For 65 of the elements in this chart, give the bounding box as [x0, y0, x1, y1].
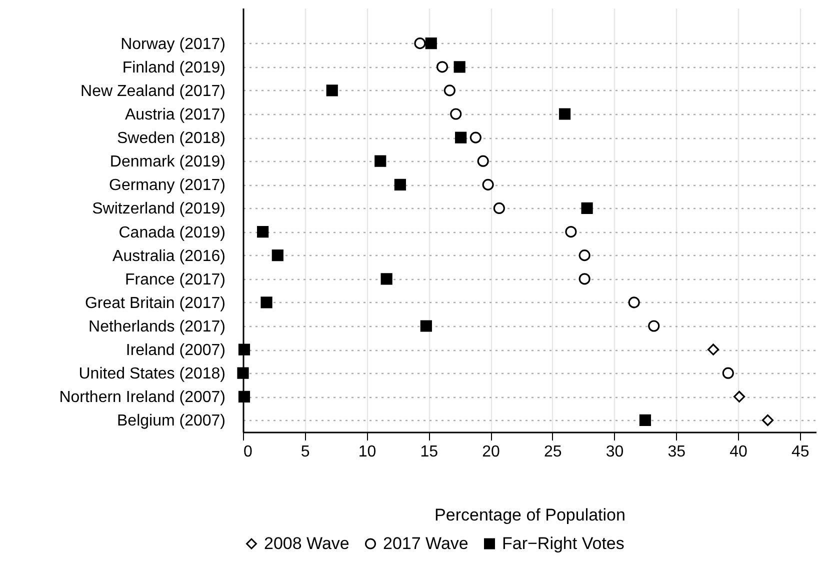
- x-tick-label: 5: [300, 444, 310, 460]
- point: [762, 414, 774, 426]
- legend-label: 2017 Wave: [383, 534, 468, 553]
- point: [450, 108, 462, 120]
- point: [238, 390, 250, 402]
- x-tick-label: 30: [606, 444, 624, 460]
- point: [238, 344, 250, 356]
- y-tick-label: Belgium (2007): [117, 412, 226, 430]
- point: [648, 320, 660, 332]
- y-tick-label: Switzerland (2019): [92, 200, 226, 218]
- x-tick-label: 0: [244, 444, 252, 460]
- y-tick-label: France (2017): [125, 271, 226, 288]
- y-tick-label: Australia (2016): [112, 248, 226, 265]
- y-tick-label: New Zealand (2017): [80, 82, 226, 100]
- point: [420, 320, 432, 332]
- y-tick-label: Great Britain (2017): [84, 294, 226, 312]
- point: [272, 250, 284, 262]
- point: [628, 296, 640, 308]
- point: [394, 178, 406, 190]
- x-tick-label: 35: [668, 444, 686, 460]
- point: [380, 273, 392, 285]
- legend-label: Far−Right Votes: [502, 534, 624, 553]
- x-tick-label: 15: [420, 444, 438, 460]
- point: [477, 155, 489, 167]
- point: [455, 132, 467, 144]
- y-tick-label: Ireland (2007): [126, 342, 226, 360]
- x-axis-title: Percentage of Population: [434, 506, 626, 524]
- point: [493, 202, 505, 214]
- y-tick-label: Norway (2017): [120, 36, 226, 53]
- point: [436, 61, 448, 73]
- point: [482, 178, 494, 190]
- y-tick-label: Austria (2017): [125, 106, 226, 124]
- y-tick-label: Canada (2019): [118, 224, 226, 242]
- x-tick-label: 25: [544, 444, 562, 460]
- y-tick-label: Netherlands (2017): [88, 318, 226, 336]
- y-tick-label: Finland (2019): [122, 59, 226, 76]
- point: [425, 38, 437, 50]
- point: [581, 202, 593, 214]
- point: [470, 132, 482, 144]
- y-tick-label: Germany (2017): [109, 177, 226, 194]
- y-tick-label: Sweden (2018): [116, 130, 226, 148]
- point: [722, 367, 734, 379]
- point: [639, 414, 652, 426]
- legend-label: 2008 Wave: [264, 534, 350, 553]
- point: [374, 155, 386, 167]
- x-tick-label: 10: [358, 444, 376, 460]
- point: [578, 273, 590, 285]
- point: [707, 344, 720, 356]
- point: [257, 226, 269, 238]
- point: [558, 108, 571, 120]
- x-tick-label: 45: [792, 444, 810, 460]
- point: [260, 296, 272, 308]
- y-tick-label: United States (2018): [78, 366, 226, 383]
- point: [414, 38, 426, 50]
- point: [578, 250, 590, 262]
- point: [444, 84, 456, 96]
- x-tick-label: 20: [482, 444, 500, 460]
- y-tick-label: Northern Ireland (2007): [59, 389, 226, 406]
- point: [454, 61, 466, 73]
- point: [733, 390, 746, 402]
- x-tick-label: 40: [730, 444, 748, 460]
- point: [565, 226, 577, 238]
- point: [237, 367, 249, 379]
- point: [326, 84, 338, 96]
- y-tick-label: Denmark (2019): [110, 154, 226, 171]
